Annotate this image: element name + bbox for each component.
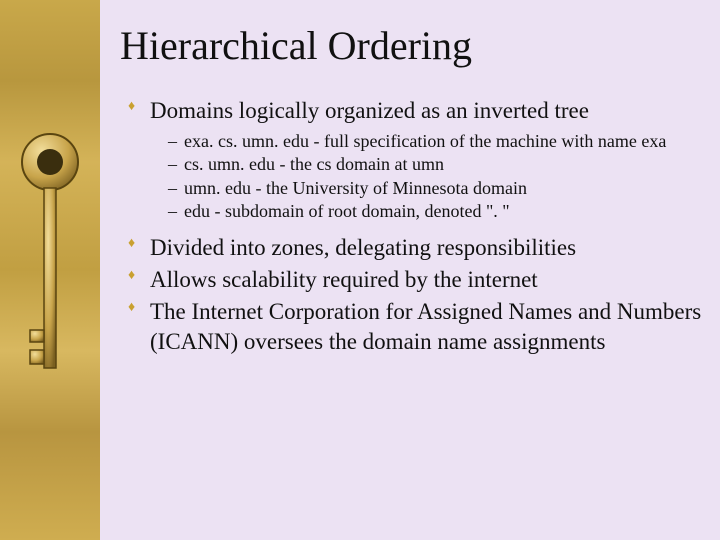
sub-bullet-item: exa. cs. umn. edu - full specification o… <box>168 130 702 153</box>
slide-title: Hierarchical Ordering <box>120 24 702 68</box>
sub-bullet-item: cs. umn. edu - the cs domain at umn <box>168 153 702 176</box>
bullet-item: Domains logically organized as an invert… <box>128 96 702 223</box>
sub-bullet-item: edu - subdomain of root domain, denoted … <box>168 200 702 223</box>
key-icon <box>18 130 82 410</box>
bullet-item: Allows scalability required by the inter… <box>128 265 702 295</box>
bullet-item: The Internet Corporation for Assigned Na… <box>128 297 702 357</box>
sub-bullet-list: exa. cs. umn. edu - full specification o… <box>150 130 702 223</box>
bullet-text: Domains logically organized as an invert… <box>150 98 589 123</box>
sub-bullet-item: umn. edu - the University of Minnesota d… <box>168 177 702 200</box>
sidebar-texture <box>0 0 100 540</box>
bullet-item: Divided into zones, delegating responsib… <box>128 233 702 263</box>
bullet-list: Domains logically organized as an invert… <box>120 96 702 356</box>
slide-content: Hierarchical Ordering Domains logically … <box>100 0 720 540</box>
